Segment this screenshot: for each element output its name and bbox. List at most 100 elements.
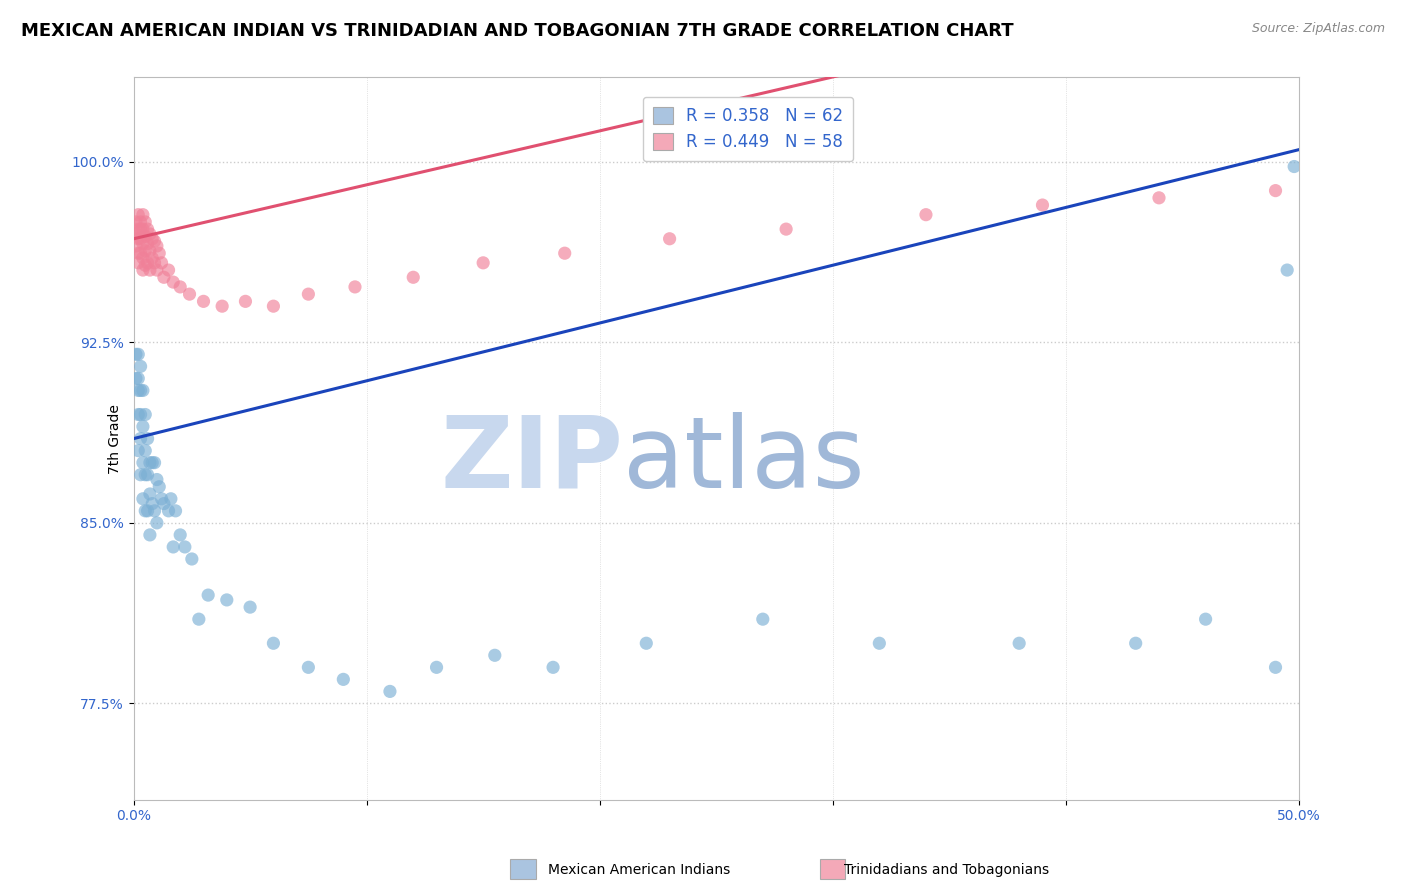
Point (297, 287, 319, 301)
Point (157, 263, 180, 277)
Point (148, 480, 170, 494)
Point (141, 232, 163, 246)
Point (1008, 636, 1031, 650)
Point (127, 347, 149, 361)
Point (1194, 612, 1216, 626)
Point (1282, 160, 1305, 174)
Point (129, 359, 152, 374)
Point (297, 660, 319, 674)
Point (127, 232, 149, 246)
Point (146, 239, 169, 253)
Text: Source: ZipAtlas.com: Source: ZipAtlas.com (1251, 22, 1385, 36)
Point (127, 408, 149, 422)
Point (148, 246, 170, 260)
Y-axis label: 7th Grade: 7th Grade (108, 404, 122, 474)
Point (127, 208, 149, 222)
Point (129, 408, 152, 422)
Point (179, 287, 201, 301)
Point (1264, 660, 1286, 674)
Point (1275, 263, 1298, 277)
Point (132, 263, 155, 277)
Point (211, 299, 233, 313)
Point (1125, 636, 1147, 650)
Point (868, 636, 890, 650)
Point (146, 473, 169, 487)
Point (139, 244, 162, 258)
Point (132, 251, 155, 265)
Point (915, 208, 938, 222)
Point (153, 497, 176, 511)
Point (125, 227, 148, 241)
Point (554, 246, 576, 260)
Point (160, 491, 183, 506)
Point (146, 516, 169, 530)
Point (134, 215, 156, 229)
Point (129, 215, 152, 229)
Point (180, 552, 202, 566)
Point (1357, 178, 1379, 193)
Point (1147, 191, 1170, 205)
Point (125, 371, 148, 385)
Point (125, 347, 148, 361)
Point (636, 636, 658, 650)
Point (752, 612, 775, 626)
Point (136, 504, 159, 518)
Point (129, 384, 152, 398)
Point (132, 384, 155, 398)
Point (143, 256, 166, 270)
Point (127, 384, 149, 398)
Point (235, 294, 257, 309)
Point (134, 408, 156, 422)
Point (134, 244, 156, 258)
Text: atlas: atlas (623, 412, 865, 508)
Point (150, 256, 173, 270)
Point (197, 588, 219, 602)
Point (139, 528, 162, 542)
Point (162, 540, 184, 554)
Point (129, 432, 152, 446)
Point (132, 419, 155, 434)
Point (129, 467, 152, 482)
Point (132, 208, 155, 222)
Point (332, 673, 354, 687)
Point (262, 299, 284, 313)
Point (472, 256, 495, 270)
Point (136, 432, 159, 446)
Point (127, 222, 149, 236)
Point (134, 258, 156, 272)
Point (484, 648, 506, 663)
Point (775, 222, 797, 236)
Point (402, 270, 425, 285)
Point (141, 456, 163, 470)
Point (136, 236, 159, 251)
Point (141, 497, 163, 511)
Point (146, 263, 169, 277)
Point (141, 251, 163, 265)
Point (132, 491, 155, 506)
Point (143, 234, 166, 248)
Point (378, 684, 401, 698)
Point (169, 280, 191, 294)
Point (134, 443, 156, 458)
Legend: R = 0.358   N = 62, R = 0.449   N = 58: R = 0.358 N = 62, R = 0.449 N = 58 (643, 96, 853, 161)
Point (193, 294, 215, 309)
Point (1264, 184, 1286, 198)
Point (127, 371, 149, 385)
Point (157, 504, 180, 518)
Point (239, 600, 262, 615)
Point (139, 456, 162, 470)
Point (132, 236, 155, 251)
Point (136, 467, 159, 482)
Point (541, 660, 564, 674)
Point (136, 222, 159, 236)
Point (127, 256, 149, 270)
Text: Trinidadians and Tobagonians: Trinidadians and Tobagonians (844, 863, 1049, 877)
Text: MEXICAN AMERICAN INDIAN VS TRINIDADIAN AND TOBAGONIAN 7TH GRADE CORRELATION CHAR: MEXICAN AMERICAN INDIAN VS TRINIDADIAN A… (21, 22, 1014, 40)
Point (127, 443, 149, 458)
Point (139, 487, 162, 501)
Point (129, 246, 152, 260)
Point (215, 593, 238, 607)
Point (143, 504, 166, 518)
Point (343, 280, 366, 294)
Text: ZIP: ZIP (440, 412, 623, 508)
